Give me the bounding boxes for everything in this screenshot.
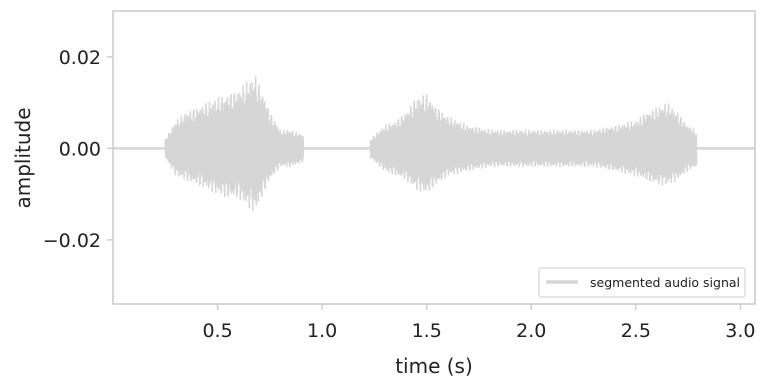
y-axis-ticks: 0.02 0.00 −0.02 xyxy=(43,47,113,252)
x-tick-label: 3.0 xyxy=(725,320,755,342)
x-tick-label: 2.5 xyxy=(621,320,651,342)
x-axis-label: time (s) xyxy=(395,354,473,378)
legend-label: segmented audio signal xyxy=(590,275,740,290)
y-tick-label: 0.00 xyxy=(59,138,101,160)
y-tick-label: 0.02 xyxy=(59,47,101,69)
plot-frame xyxy=(112,10,756,305)
x-tick-label: 0.5 xyxy=(202,320,232,342)
legend-box xyxy=(538,267,746,298)
x-tick-label: 1.5 xyxy=(412,320,442,342)
waveform-burst-0 xyxy=(164,76,305,211)
legend: segmented audio signal xyxy=(538,267,746,298)
y-tick-label: −0.02 xyxy=(43,230,101,252)
x-tick-label: 2.0 xyxy=(516,320,546,342)
waveform-burst-1 xyxy=(369,93,698,192)
x-axis-ticks: 0.5 1.0 1.5 2.0 2.5 3.0 xyxy=(202,304,755,342)
plot-marks xyxy=(113,76,755,211)
y-axis-label: amplitude xyxy=(11,107,35,208)
x-tick-label: 1.0 xyxy=(307,320,337,342)
